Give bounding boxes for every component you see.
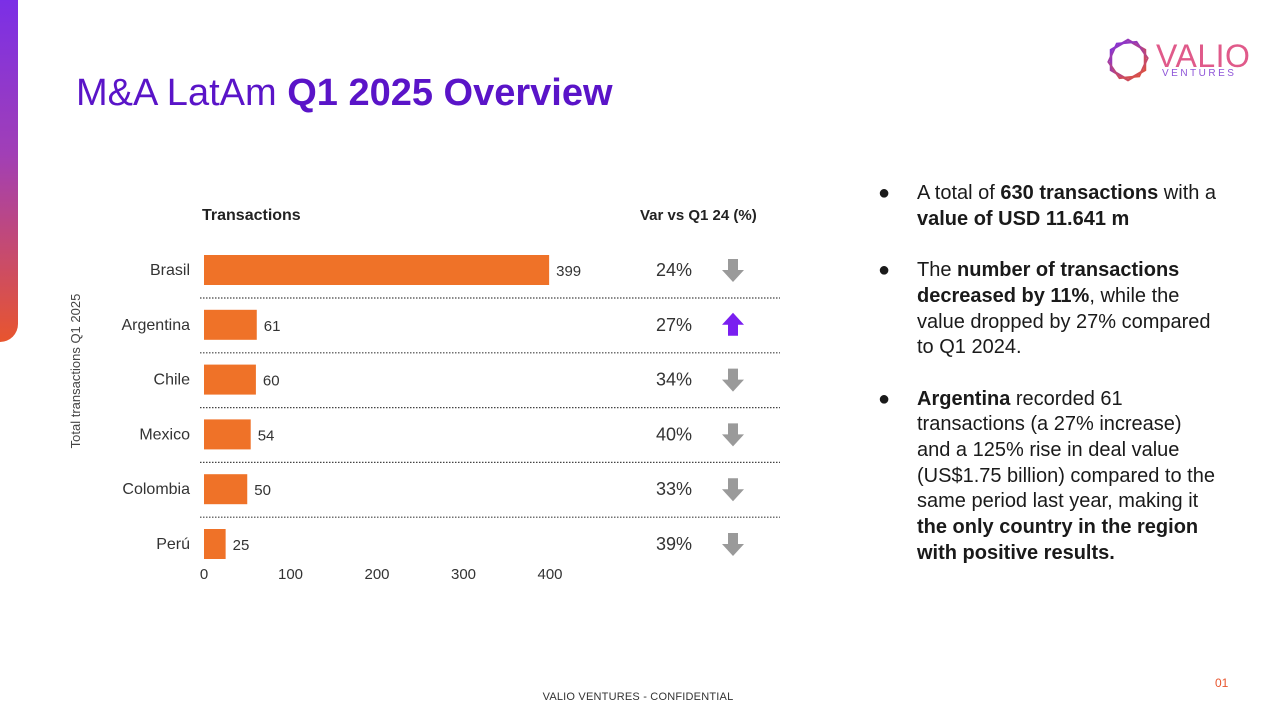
- category-label: Chile: [154, 372, 191, 389]
- bar-value-label: 54: [258, 427, 275, 444]
- bullet-dot-icon: ●: [878, 259, 891, 282]
- bullet-dot-icon: ●: [878, 387, 891, 410]
- x-tick-label: 100: [278, 566, 303, 583]
- bullet-text: value of USD 11.641 m: [917, 207, 1130, 230]
- summary-bullets: ● A total of 630 transactions with a valu…: [878, 181, 1218, 592]
- valio-logo: VALIO VENTURES: [1104, 36, 1254, 84]
- var-percent-label: 33%: [656, 479, 692, 499]
- category-label: Brasil: [150, 262, 190, 279]
- bar: [204, 364, 256, 395]
- bullet-text: A total of: [917, 182, 1001, 204]
- page-title: M&A LatAm Q1 2025 Overview: [76, 70, 613, 116]
- category-label: Mexico: [139, 426, 190, 443]
- page-title-light: M&A LatAm: [76, 72, 288, 114]
- arrow-down-icon: [722, 533, 744, 556]
- var-percent-label: 34%: [656, 370, 692, 390]
- accent-bar: [0, 0, 18, 342]
- bullet-dot-icon: ●: [878, 182, 891, 204]
- arrow-up-icon: [722, 312, 744, 336]
- x-tick-label: 400: [537, 566, 562, 583]
- bar: [204, 309, 257, 340]
- arrow-down-icon: [722, 259, 744, 282]
- x-tick-label: 0: [200, 566, 208, 583]
- bar: [204, 255, 550, 285]
- bullet-text: , while the value dropped by 27% compare…: [917, 284, 1211, 359]
- bar-value-label: 25: [233, 537, 250, 554]
- footer-confidential: VALIO VENTURES - CONFIDENTIAL: [542, 691, 734, 703]
- hexagon-logo-icon: [1107, 38, 1149, 82]
- bullet-text: the only country in the region with posi…: [917, 516, 1199, 564]
- arrow-down-icon: [722, 478, 744, 502]
- bar-value-label: 50: [254, 482, 271, 499]
- x-tick-label: 200: [364, 566, 389, 583]
- bullet-text: The: [917, 259, 958, 282]
- bullet-text: recorded 61 transactions (a 27% increase…: [917, 387, 1215, 513]
- bullet-text: number of transactions decreased by 11%: [917, 259, 1180, 307]
- summary-bullet: ● A total of 630 transactions with a valu…: [878, 181, 1218, 232]
- page-number: 01: [1215, 676, 1229, 690]
- var-column-title: Var vs Q1 24 (%): [640, 207, 757, 224]
- category-label: Perú: [156, 536, 190, 553]
- bar: [204, 474, 248, 505]
- x-tick-label: 300: [451, 566, 476, 583]
- var-percent-label: 27%: [656, 315, 692, 335]
- bar-value-label: 61: [264, 318, 281, 335]
- page-title-bold: Q1 2025 Overview: [287, 72, 613, 114]
- transactions-chart: Transactions Var vs Q1 24 (%) Total tran…: [68, 195, 800, 595]
- summary-bullet: ● Argentina recorded 61 transactions (a 2…: [878, 387, 1218, 567]
- var-percent-label: 24%: [656, 260, 692, 280]
- bullet-text: Argentina: [917, 387, 1011, 410]
- logo-wordmark: VALIO: [1156, 38, 1251, 74]
- category-label: Colombia: [122, 481, 190, 498]
- arrow-down-icon: [722, 368, 744, 392]
- logo-subtitle: VENTURES: [1162, 68, 1237, 79]
- summary-bullet: ● The number of transactions decreased by…: [878, 258, 1218, 361]
- chart-title: Transactions: [202, 207, 301, 224]
- var-percent-label: 39%: [656, 534, 692, 554]
- bar: [204, 529, 226, 559]
- bullet-text: with a: [1158, 182, 1217, 204]
- category-label: Argentina: [122, 317, 191, 334]
- bar: [204, 419, 251, 450]
- chart-plot: Brasil 399 24% Argentina 61 27% Chile 60 34% Mexi…: [122, 255, 780, 583]
- arrow-down-icon: [722, 423, 744, 447]
- var-percent-label: 40%: [656, 424, 692, 444]
- bullet-text: 630 transactions: [1000, 182, 1159, 204]
- bar-value-label: 60: [263, 373, 280, 390]
- bar-value-label: 399: [556, 263, 581, 280]
